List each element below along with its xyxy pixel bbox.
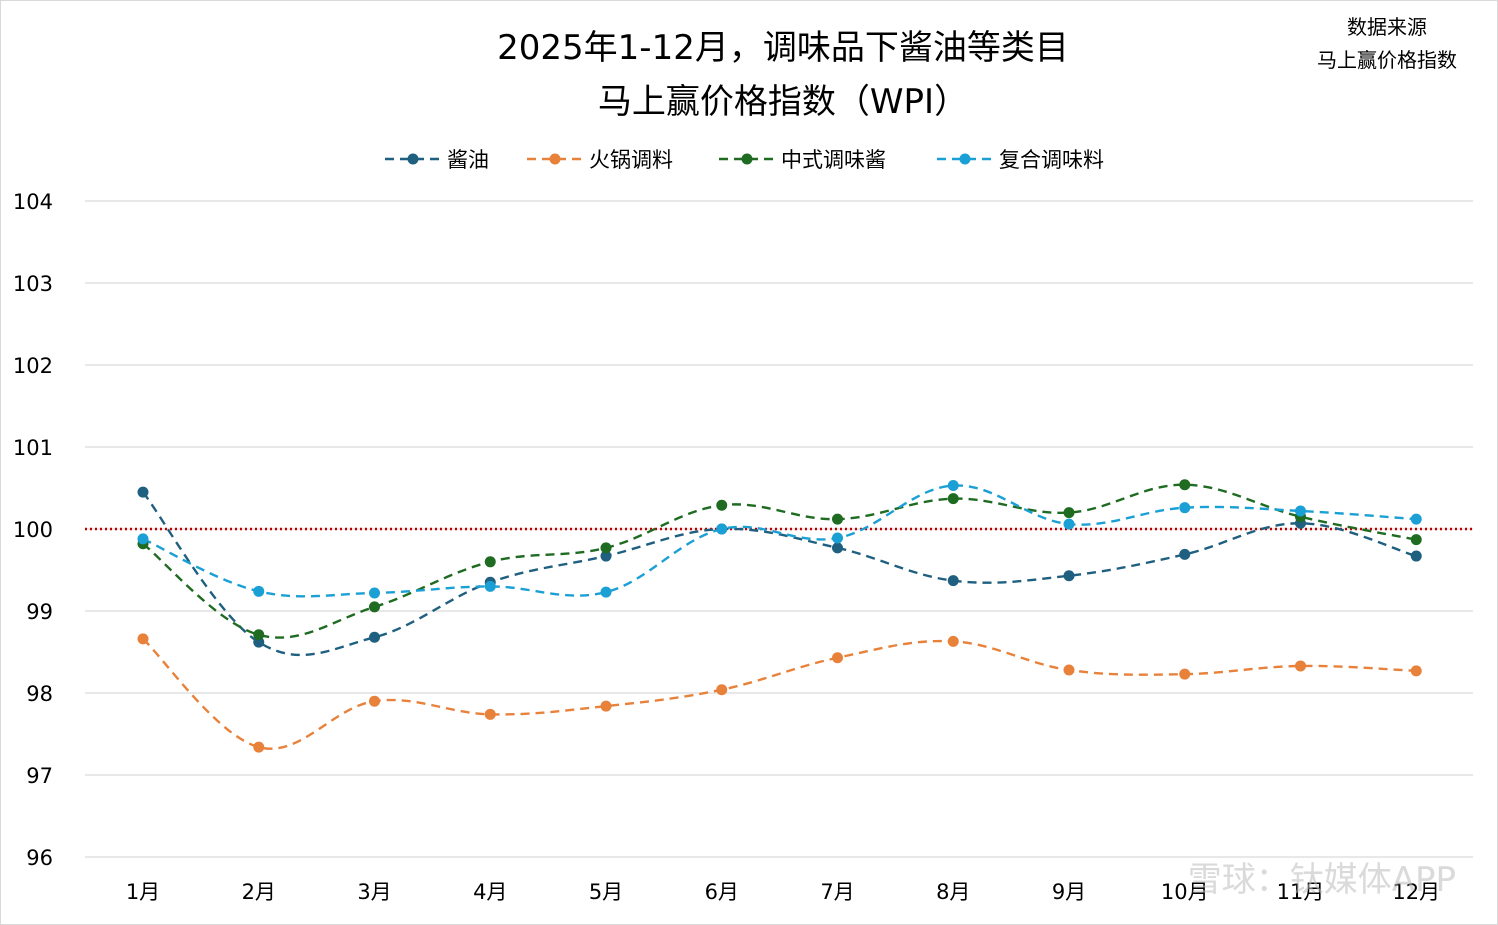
data-point (369, 695, 380, 707)
legend-label: 火锅调料 (589, 148, 673, 172)
legend-swatch-marker (549, 153, 561, 165)
data-point (1179, 479, 1191, 491)
data-point (1410, 550, 1422, 562)
data-point (484, 708, 496, 720)
y-tick-label: 99 (26, 600, 53, 624)
data-point (832, 532, 843, 544)
y-tick-label: 104 (13, 190, 53, 214)
data-point (1063, 507, 1075, 519)
data-point (947, 575, 959, 587)
data-point (947, 493, 959, 505)
data-point (1063, 664, 1075, 676)
x-tick-label: 7月 (820, 880, 854, 904)
data-point (484, 580, 496, 592)
data-point (832, 513, 843, 525)
data-point (600, 542, 612, 554)
legend-label: 酱油 (447, 148, 489, 172)
x-tick-label: 5月 (589, 880, 623, 904)
chart-title-line-2: 马上赢价格指数（WPI） (598, 82, 968, 122)
y-tick-label: 100 (13, 518, 53, 542)
data-point (137, 633, 149, 645)
data-point (716, 523, 728, 535)
data-point (1179, 548, 1191, 560)
data-point (137, 533, 149, 545)
data-point (253, 741, 265, 753)
data-point (253, 629, 265, 641)
series-line-3 (142, 483, 1417, 639)
legend-swatch-marker (741, 153, 753, 165)
data-point (1063, 570, 1075, 582)
data-point (369, 631, 380, 643)
y-tick-label: 96 (26, 846, 53, 870)
data-point (600, 550, 612, 562)
data-point (716, 684, 728, 696)
x-tick-label: 2月 (242, 880, 276, 904)
x-tick-label: 10月 (1161, 880, 1209, 904)
legend-swatch-marker (959, 153, 971, 165)
data-point (947, 635, 959, 647)
data-point (137, 486, 149, 498)
watermark: 雪球：钛媒体APP (1188, 860, 1456, 900)
data-point (1410, 534, 1422, 546)
legend-label: 中式调味酱 (781, 148, 886, 172)
data-point (1295, 660, 1306, 672)
data-point (369, 601, 380, 613)
chart-legend: 酱油 火锅调料 中式调味酱 复合调味料 (385, 148, 1104, 172)
y-tick-label: 97 (26, 764, 53, 788)
data-point (600, 586, 612, 598)
data-point (484, 556, 496, 568)
x-axis-ticks: 1月 2月 3月 4月 5月 6月 7月 8月 9月 10月 11月 12月 (126, 880, 1440, 904)
x-tick-label: 9月 (1052, 880, 1086, 904)
series-markers (137, 479, 1422, 753)
data-point (832, 542, 843, 554)
data-point (1179, 502, 1191, 514)
legend-swatch-marker (407, 153, 419, 165)
series-line-2 (142, 638, 1417, 750)
data-source-label: 数据来源 (1347, 15, 1427, 39)
series-lines (142, 483, 1417, 750)
y-tick-label: 103 (13, 272, 53, 296)
data-source-name: 马上赢价格指数 (1317, 48, 1457, 72)
data-point (369, 587, 380, 599)
x-tick-label: 11月 (1277, 880, 1325, 904)
data-point (1410, 513, 1422, 525)
y-tick-label: 98 (26, 682, 53, 706)
data-point (832, 652, 843, 664)
x-tick-label: 4月 (473, 880, 507, 904)
data-point (716, 499, 728, 511)
data-point (1179, 668, 1191, 680)
data-point (1295, 505, 1306, 517)
series-line-1 (142, 491, 1417, 657)
x-tick-label: 3月 (357, 880, 391, 904)
y-axis-ticks: 96 97 98 99 100 101 102 103 104 (13, 190, 53, 870)
x-tick-label: 6月 (705, 880, 739, 904)
legend-label: 复合调味料 (999, 148, 1104, 172)
data-point (253, 585, 265, 597)
y-tick-label: 102 (13, 354, 53, 378)
chart-title-line-1: 2025年1-12月，调味品下酱油等类目 (497, 28, 1069, 68)
x-tick-label: 8月 (936, 880, 970, 904)
data-point (947, 480, 959, 492)
y-tick-label: 101 (13, 436, 53, 460)
x-tick-label: 1月 (126, 880, 160, 904)
x-tick-label: 12月 (1392, 880, 1440, 904)
data-point (1063, 518, 1075, 530)
data-point (600, 700, 612, 712)
data-point (1410, 665, 1422, 677)
